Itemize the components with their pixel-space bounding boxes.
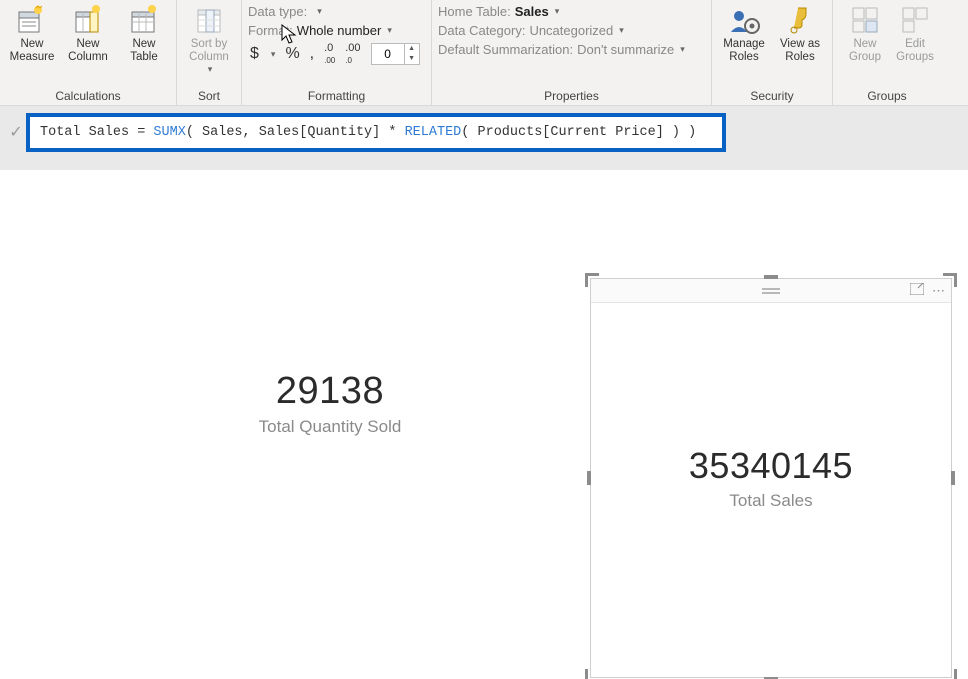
- formula-bar: ✓ Total Sales = SUMX( Sales, Sales[Quant…: [0, 106, 968, 158]
- new-table-label: New Table: [130, 38, 158, 64]
- group-groups: New Group Edit Groups Groups: [833, 0, 941, 105]
- group-formatting-label: Formatting: [248, 89, 425, 105]
- data-type-row[interactable]: Data type: ▾: [248, 4, 425, 19]
- group-security-label: Security: [718, 89, 826, 105]
- group-groups-label: Groups: [839, 89, 935, 105]
- currency-button[interactable]: $: [250, 45, 259, 63]
- new-table-button[interactable]: New Table: [118, 2, 170, 64]
- edit-groups-icon: [899, 4, 931, 36]
- home-table-key: Home Table:: [438, 4, 511, 19]
- increase-decimal-button[interactable]: .0.00: [324, 42, 335, 66]
- decimal-places-input[interactable]: [372, 47, 404, 61]
- chevron-down-icon: ▾: [208, 64, 213, 75]
- resize-handle[interactable]: [951, 471, 955, 485]
- card-total-sales[interactable]: ⋯ 35340145 Total Sales: [590, 278, 952, 678]
- group-formatting: Data type: ▾ Format: Whole number ▾ $ ▾ …: [242, 0, 432, 105]
- format-val: Whole number: [297, 23, 382, 38]
- report-canvas[interactable]: 29138 Total Quantity Sold ⋯ 35340145 Tot…: [0, 170, 968, 679]
- format-key: Format:: [248, 23, 293, 38]
- chevron-down-icon[interactable]: ▾: [271, 49, 276, 60]
- card2-label: Total Sales: [729, 491, 812, 511]
- format-row[interactable]: Format: Whole number ▾: [248, 23, 425, 38]
- group-calculations: New Measure New Column New Table Calcula…: [0, 0, 177, 105]
- resize-handle[interactable]: [943, 273, 957, 287]
- data-category-key: Data Category:: [438, 23, 525, 38]
- new-measure-label: New Measure: [10, 38, 55, 64]
- spin-down[interactable]: ▼: [405, 54, 419, 64]
- view-as-roles-label: View as Roles: [780, 38, 820, 64]
- sort-by-column-button[interactable]: Sort by Column ▾: [183, 2, 235, 75]
- manage-roles-label: Manage Roles: [723, 38, 765, 64]
- sort-by-column-label: Sort by Column: [189, 38, 229, 64]
- view-as-roles-icon: [784, 4, 816, 36]
- percent-button[interactable]: %: [285, 45, 299, 63]
- resize-handle[interactable]: [585, 669, 599, 679]
- manage-roles-icon: [728, 4, 760, 36]
- chevron-down-icon: ▾: [317, 6, 322, 17]
- visual-header[interactable]: ⋯: [591, 279, 951, 303]
- drag-grip-icon[interactable]: [762, 288, 780, 290]
- formula-seg1: ( Sales, Sales[Quantity] *: [186, 125, 405, 140]
- ribbon: New Measure New Column New Table Calcula…: [0, 0, 968, 106]
- resize-handle[interactable]: [943, 669, 957, 679]
- chevron-down-icon: ▾: [680, 44, 685, 55]
- new-group-button[interactable]: New Group: [839, 2, 891, 64]
- default-summarization-row[interactable]: Default Summarization: Don't summarize ▾: [438, 42, 705, 57]
- summarization-val: Don't summarize: [577, 42, 674, 57]
- decrease-decimal-button[interactable]: .00.0: [345, 42, 360, 66]
- group-sort: Sort by Column ▾ Sort: [177, 0, 242, 105]
- formula-seg2: ( Products[Current Price] ) ): [461, 125, 696, 140]
- card1-label: Total Quantity Sold: [259, 417, 402, 437]
- edit-groups-label: Edit Groups: [896, 38, 934, 64]
- resize-handle[interactable]: [585, 273, 599, 287]
- new-group-icon: [849, 4, 881, 36]
- canvas-strip: [0, 158, 968, 170]
- summarization-key: Default Summarization:: [438, 42, 573, 57]
- manage-roles-button[interactable]: Manage Roles: [718, 2, 770, 64]
- card1-value: 29138: [276, 370, 384, 413]
- decimal-places-stepper[interactable]: ▲▼: [371, 43, 420, 65]
- card-total-quantity[interactable]: 29138 Total Quantity Sold: [180, 338, 480, 468]
- spin-up[interactable]: ▲: [405, 44, 419, 54]
- data-category-row[interactable]: Data Category: Uncategorized ▾: [438, 23, 705, 38]
- group-properties: Home Table: Sales ▾ Data Category: Uncat…: [432, 0, 712, 105]
- new-table-icon: [128, 4, 160, 36]
- commit-check-icon[interactable]: ✓: [6, 122, 26, 142]
- sort-by-column-icon: [193, 4, 225, 36]
- comma-button[interactable]: ,: [310, 45, 314, 63]
- new-measure-icon: [16, 4, 48, 36]
- data-category-val: Uncategorized: [529, 23, 613, 38]
- chevron-down-icon: ▾: [555, 6, 560, 17]
- chevron-down-icon: ▾: [387, 25, 392, 36]
- resize-handle[interactable]: [587, 471, 591, 485]
- new-column-label: New Column: [68, 38, 108, 64]
- edit-groups-button[interactable]: Edit Groups: [895, 2, 935, 64]
- formula-fn1: SUMX: [153, 125, 185, 140]
- view-as-roles-button[interactable]: View as Roles: [774, 2, 826, 64]
- new-measure-button[interactable]: New Measure: [6, 2, 58, 64]
- new-column-icon: [72, 4, 104, 36]
- home-table-val: Sales: [515, 4, 549, 19]
- new-column-button[interactable]: New Column: [62, 2, 114, 64]
- focus-mode-icon[interactable]: [910, 283, 924, 299]
- card2-value: 35340145: [689, 445, 853, 487]
- new-group-label: New Group: [849, 38, 881, 64]
- resize-handle[interactable]: [764, 275, 778, 279]
- formula-lhs: Total Sales =: [40, 125, 153, 140]
- chevron-down-icon: ▾: [619, 25, 624, 36]
- group-calculations-label: Calculations: [6, 89, 170, 105]
- data-type-key: Data type:: [248, 4, 307, 19]
- group-sort-label: Sort: [183, 89, 235, 105]
- formula-input[interactable]: Total Sales = SUMX( Sales, Sales[Quantit…: [26, 113, 726, 152]
- home-table-row[interactable]: Home Table: Sales ▾: [438, 4, 705, 19]
- group-security: Manage Roles View as Roles Security: [712, 0, 833, 105]
- formula-fn2: RELATED: [405, 125, 462, 140]
- group-properties-label: Properties: [438, 89, 705, 105]
